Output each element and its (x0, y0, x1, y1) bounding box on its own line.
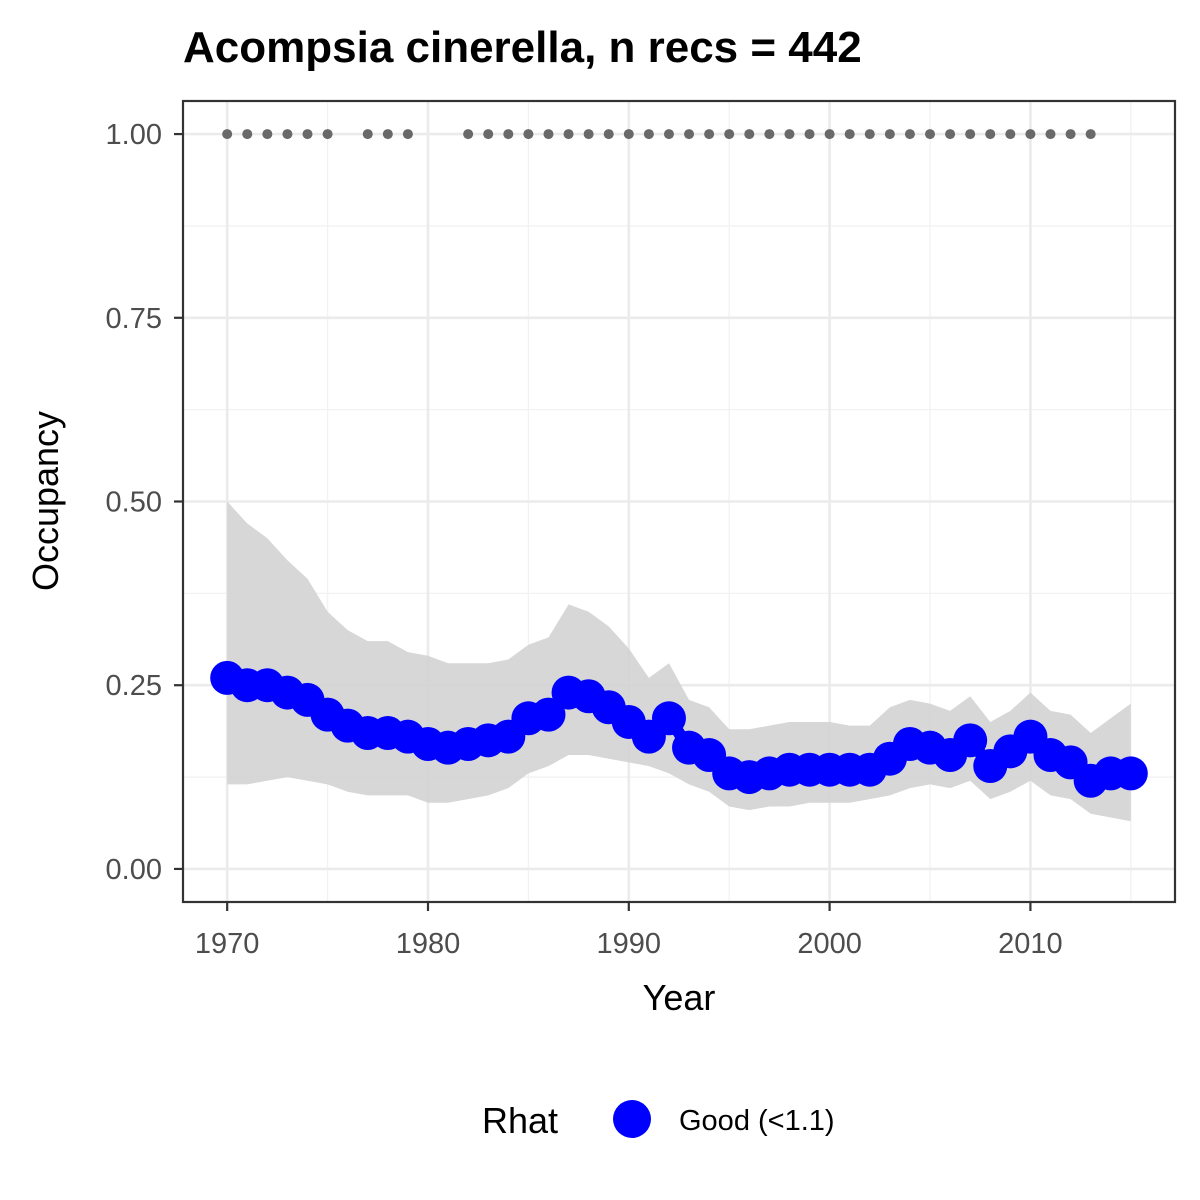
occupancy-series-points (210, 660, 1148, 798)
y-tick-label: 0.25 (106, 670, 162, 702)
record-dot (804, 129, 815, 140)
record-dot (1065, 129, 1076, 140)
plot-area (181, 99, 1177, 904)
record-dot (322, 129, 333, 140)
y-axis: 0.00 0.25 0.50 0.75 1.00 (106, 119, 183, 886)
record-dot (965, 129, 976, 140)
record-dot (523, 129, 534, 140)
record-dot (985, 129, 996, 140)
x-tick-label: 1980 (396, 928, 461, 960)
record-dot (543, 129, 554, 140)
record-dot (242, 129, 253, 140)
record-dot (362, 129, 373, 140)
x-axis-title: Year (643, 977, 716, 1018)
occupancy-point (651, 701, 686, 736)
legend-label-good: Good (<1.1) (679, 1105, 835, 1137)
record-dot (925, 129, 936, 140)
y-tick-label: 1.00 (106, 119, 162, 151)
record-dot (884, 129, 895, 140)
record-dot (1045, 129, 1056, 140)
record-dot (945, 129, 956, 140)
x-tick-label: 2010 (998, 928, 1063, 960)
record-dot (904, 129, 915, 140)
record-dot (402, 129, 413, 140)
record-dot (764, 129, 775, 140)
record-dot (222, 129, 233, 140)
y-tick-label: 0.75 (106, 303, 162, 335)
record-dot (1085, 129, 1096, 140)
record-years (222, 129, 1096, 140)
record-dot (704, 129, 715, 140)
legend: Rhat Good (<1.1) (482, 1100, 835, 1141)
occupancy-point (531, 697, 566, 732)
occupancy-point (953, 723, 988, 758)
record-dot (463, 129, 474, 140)
chart-title: Acompsia cinerella, n recs = 442 (183, 23, 862, 72)
record-dot (824, 129, 835, 140)
record-dot (623, 129, 634, 140)
x-tick-label: 2000 (797, 928, 862, 960)
record-dot (684, 129, 695, 140)
occupancy-point (1113, 756, 1148, 791)
record-dot (724, 129, 735, 140)
record-dot (784, 129, 795, 140)
record-dot (262, 129, 273, 140)
record-dot (282, 129, 293, 140)
record-dot (744, 129, 755, 140)
record-dot (864, 129, 875, 140)
legend-title: Rhat (482, 1100, 558, 1141)
y-tick-label: 0.00 (106, 854, 162, 886)
record-dot (643, 129, 654, 140)
x-tick-label: 1970 (195, 928, 260, 960)
record-dot (563, 129, 574, 140)
x-tick-label: 1990 (597, 928, 662, 960)
x-axis: 1970 1980 1990 2000 2010 (195, 902, 1063, 960)
record-dot (1005, 129, 1016, 140)
record-dot (583, 129, 594, 140)
record-dot (844, 129, 855, 140)
record-dot (503, 129, 514, 140)
y-tick-label: 0.50 (106, 487, 162, 519)
legend-key-good (613, 1100, 651, 1138)
record-dot (382, 129, 393, 140)
record-dot (1025, 129, 1036, 140)
record-dot (603, 129, 614, 140)
record-dot (663, 129, 674, 140)
record-dot (483, 129, 494, 140)
y-axis-title: Occupancy (25, 411, 66, 591)
record-dot (302, 129, 313, 140)
